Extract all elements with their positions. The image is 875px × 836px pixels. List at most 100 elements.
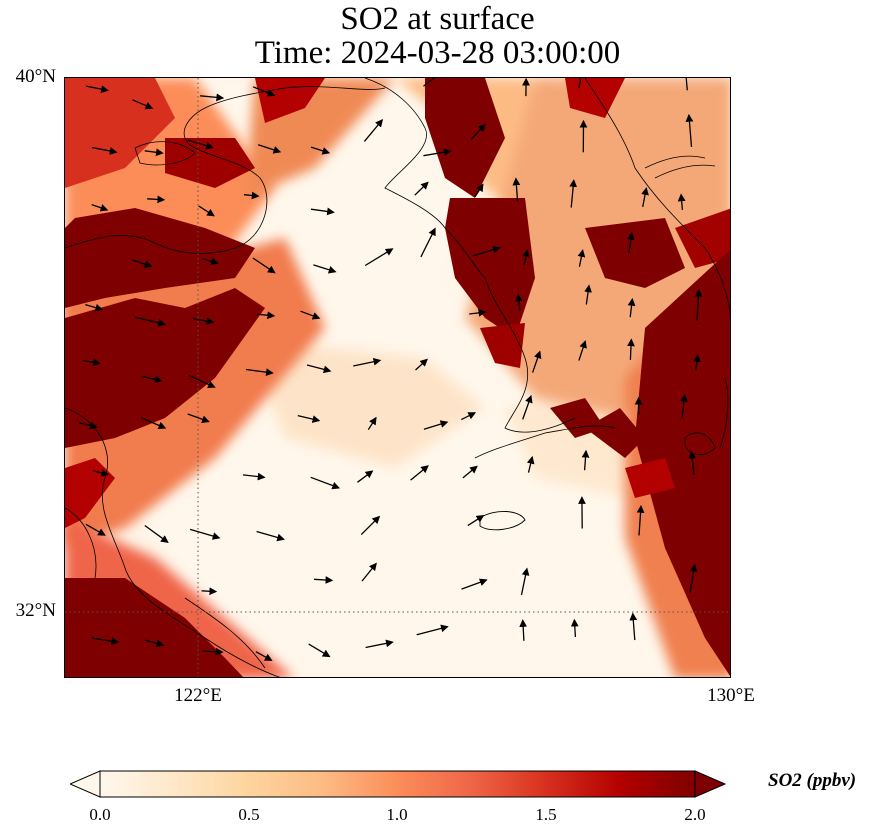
colorbar-tick-1: 0.5 — [238, 805, 260, 824]
wind-arrow — [85, 523, 106, 536]
wind-arrow — [694, 288, 703, 322]
wind-arrow — [685, 78, 688, 91]
colorbar-label: SO2 (ppbv) — [768, 770, 857, 791]
wind-arrow — [245, 368, 274, 377]
wind-arrow — [92, 469, 110, 477]
wind-arrow — [467, 514, 485, 527]
wind-arrow — [581, 449, 590, 471]
wind-arrow — [243, 191, 260, 200]
wind-arrow — [461, 578, 488, 590]
wind-arrow — [141, 375, 163, 384]
wind-arrow — [627, 297, 636, 318]
wind-arrow — [570, 618, 579, 638]
wind-arrow — [200, 93, 225, 102]
wind-arrow — [569, 179, 578, 208]
wind-arrow — [313, 264, 337, 274]
wind-arrow — [461, 412, 477, 421]
wind-arrow — [364, 248, 394, 267]
colorbar-tick-2: 1.0 — [386, 805, 408, 824]
wind-arrow — [300, 310, 321, 320]
wind-arrow — [144, 148, 164, 157]
wind-arrow — [91, 146, 118, 155]
so2-map-svg — [65, 78, 730, 677]
lat-tick-32n: 32°N — [15, 600, 56, 621]
wind-arrow — [145, 639, 165, 648]
gridline-layer — [65, 78, 730, 677]
wind-arrow — [423, 420, 449, 430]
title-line-variable: SO2 at surface — [340, 1, 535, 37]
colorbar-tick-4: 2.0 — [684, 805, 706, 824]
wind-arrow — [578, 340, 587, 361]
wind-arrow — [689, 563, 698, 593]
wind-arrow — [522, 249, 530, 266]
wind-arrow — [313, 576, 334, 584]
wind-arrow — [629, 612, 638, 641]
wind-arrow — [187, 413, 210, 423]
wind-arrow — [242, 472, 266, 481]
coastline-layer — [65, 78, 730, 677]
colorbar-extend-high — [694, 770, 726, 798]
wind-arrow — [85, 85, 109, 93]
wind-arrow — [685, 113, 694, 147]
wind-arrow — [584, 284, 592, 305]
wind-arrow — [519, 619, 528, 641]
wind-arrow — [91, 637, 120, 646]
wind-arrow — [472, 245, 501, 257]
wind-arrow — [693, 354, 701, 371]
wind-arrow — [469, 309, 487, 317]
wind-arrow — [360, 515, 381, 536]
wind-arrow — [257, 311, 276, 320]
wind-arrow — [420, 227, 436, 258]
colorbar-ramp — [99, 770, 696, 798]
wind-arrow — [423, 78, 435, 87]
wind-vector-layer — [78, 78, 703, 661]
wind-arrow — [688, 450, 697, 475]
wind-arrow — [297, 414, 321, 423]
wind-arrow — [252, 86, 276, 97]
lat-tick-40n: 40°N — [15, 66, 56, 87]
wind-arrow — [257, 144, 282, 154]
wind-arrow — [677, 193, 686, 210]
wind-arrow — [308, 643, 331, 658]
wind-arrow — [78, 421, 98, 430]
wind-arrow — [522, 394, 533, 420]
wind-arrow — [255, 651, 273, 661]
wind-arrow — [636, 505, 645, 536]
lon-tick-130e: 130°E — [707, 685, 755, 706]
wind-arrow — [577, 249, 586, 267]
wind-arrow — [357, 470, 374, 483]
colorbar-tick-3: 1.5 — [535, 805, 557, 824]
wind-arrow — [367, 416, 377, 431]
wind-arrow — [256, 530, 285, 542]
wind-arrow — [306, 364, 332, 374]
wind-arrow — [410, 465, 429, 481]
wind-arrow — [520, 567, 530, 596]
wind-arrow — [85, 303, 104, 312]
wind-arrow — [627, 338, 635, 360]
wind-arrow — [91, 203, 109, 212]
wind-arrow — [414, 181, 429, 196]
wind-arrow — [132, 99, 154, 110]
wind-arrow — [144, 524, 169, 543]
wind-arrow — [135, 316, 166, 327]
wind-arrow — [198, 205, 215, 217]
wind-arrow — [641, 187, 649, 208]
wind-arrow — [462, 465, 478, 479]
wind-arrow — [201, 587, 218, 596]
colorbar — [70, 770, 726, 798]
wind-arrow — [310, 207, 335, 216]
wind-arrow — [189, 528, 221, 540]
wind-arrow — [310, 476, 341, 490]
wind-arrow — [512, 177, 521, 202]
wind-arrow — [531, 350, 542, 373]
lon-tick-122e: 122°E — [174, 685, 222, 706]
wind-arrow — [515, 293, 523, 312]
wind-arrow — [202, 257, 219, 266]
title-line-time: Time: 2024-03-28 03:00:00 — [254, 35, 621, 71]
wind-arrow — [252, 257, 276, 274]
wind-arrow — [416, 624, 449, 636]
wind-arrow — [353, 357, 382, 367]
wind-arrow — [680, 393, 688, 419]
wind-arrow — [131, 259, 153, 268]
wind-arrow — [192, 317, 215, 325]
